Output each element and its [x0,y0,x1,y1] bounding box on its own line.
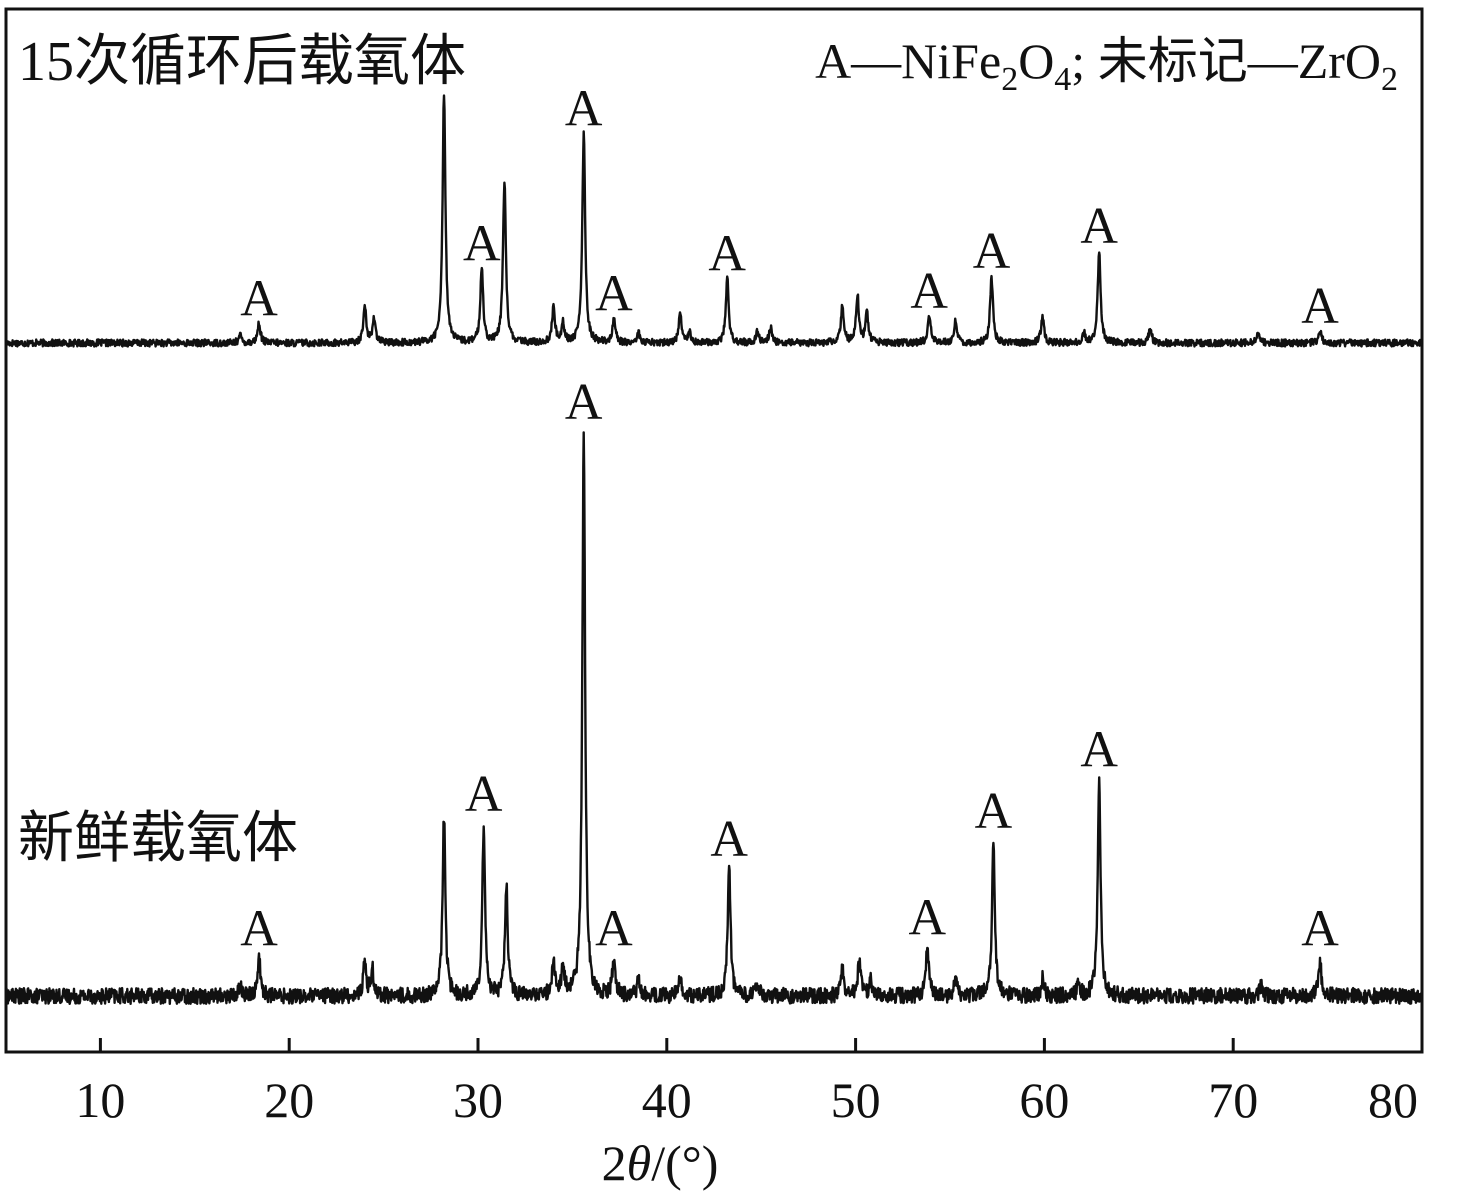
x-axis-label-unit: /(°) [651,1135,718,1191]
peak-label-a: A [463,216,501,273]
legend-sub-c: 2 [1381,61,1398,98]
peak-label-a: A [1080,721,1118,778]
legend-part-b: O [1018,33,1054,89]
xrd-trace-fresh [4,431,1424,1005]
peak-label-a: A [1301,278,1339,335]
series-label-cycled: 15次循环后载氧体 [18,31,466,93]
peak-label-a: A [565,374,603,431]
peak-label-a: A [973,223,1011,280]
plot-frame [4,7,1424,1054]
legend-sub-a: 2 [1001,61,1018,98]
x-axis-label-theta: θ [627,1135,652,1191]
peak-label-a: A [565,81,603,138]
series-label-fresh: 新鲜载氧体 [18,808,298,870]
peak-label-a: A [1301,901,1339,958]
x-tick-label: 10 [75,1072,125,1128]
x-tick-label: 50 [831,1072,881,1128]
x-tick-label: 60 [1019,1072,1069,1128]
peak-label-a: A [240,901,278,958]
x-tick-label: 70 [1208,1072,1258,1128]
x-tick-label: 30 [453,1072,503,1128]
xrd-trace-cycled [4,94,1423,348]
traces [4,94,1424,1005]
legend-part-c: ; 未标记—ZrO [1071,33,1381,89]
peak-label-a: A [240,271,278,328]
x-axis-label: 2θ/(°) [602,1135,719,1191]
x-tick-label: 40 [642,1072,692,1128]
legend-part-a: A—NiFe [815,33,1001,89]
peak-label-a: A [710,811,748,868]
peak-label-a: A [595,266,633,323]
peak-label-a: A [1080,198,1118,255]
legend-text: A—NiFe2O4; 未标记—ZrO2 [815,33,1398,98]
legend-sub-b: 4 [1054,61,1071,98]
peak-label-a: A [465,766,503,823]
peak-label-a: A [708,226,746,283]
peak-label-a: A [909,889,947,946]
peak-label-a: A [910,263,948,320]
peak-label-a: A [595,901,633,958]
x-axis-label-prefix: 2 [602,1135,627,1191]
x-tick-label: 80 [1368,1072,1418,1128]
x-axis: 10 20 30 40 50 60 70 80 [75,1038,1418,1128]
x-tick-label: 20 [264,1072,314,1128]
peak-label-a: A [975,783,1013,840]
